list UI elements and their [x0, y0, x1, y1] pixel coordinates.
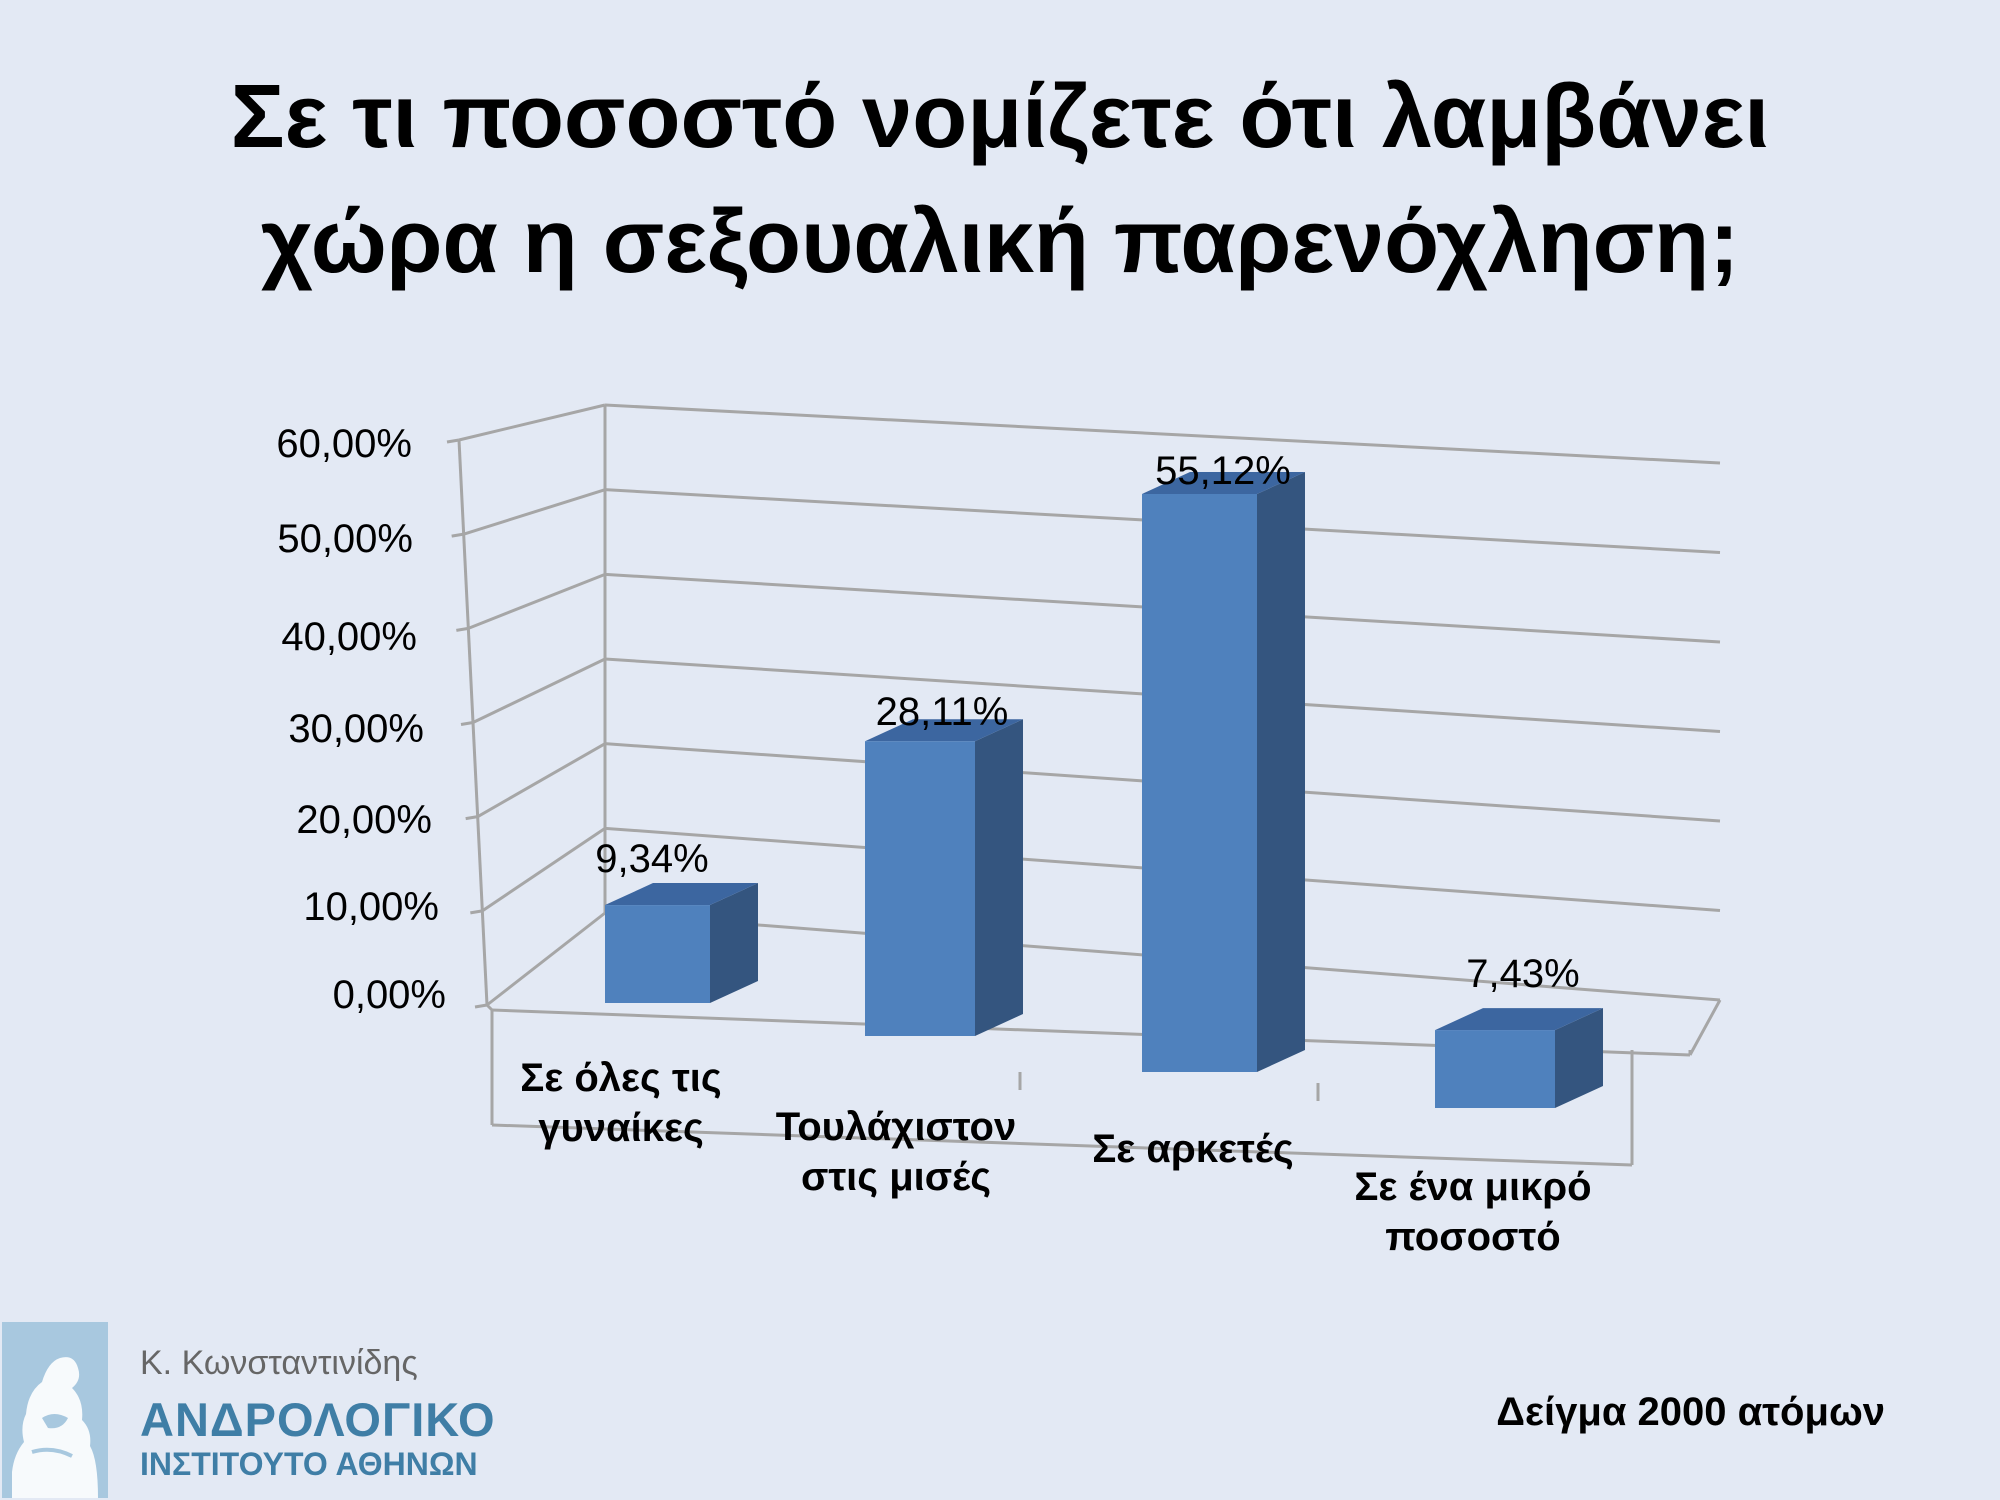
data-label-0: 9,34% [595, 837, 708, 881]
back-gridline-6 [604, 403, 1721, 465]
y-tick-label-0: 0,00% [333, 973, 446, 1017]
y-tick-mark-3 [460, 721, 474, 726]
sample-size-note: Δείγμα 2000 ατόμων [1496, 1390, 1885, 1434]
bar-top-2 [1142, 472, 1305, 494]
category-label-0-0: Σε όλες τις [520, 1056, 721, 1100]
y-tick-mark-0 [474, 1003, 488, 1009]
title-line-1: Σε τι ποσοστό νομίζετε ότι λαμβάνει [230, 67, 1770, 167]
y-axis-line [457, 439, 489, 1006]
floor-bottom-edge [491, 1123, 1633, 1167]
bar-3 [1435, 1030, 1555, 1108]
y-tick-label-5: 50,00% [277, 517, 413, 561]
bar-1 [865, 741, 975, 1036]
side-gridline-4 [467, 572, 606, 630]
side-gridline-6 [458, 403, 606, 442]
bar-side-1 [975, 719, 1023, 1036]
y-tick-mark-5 [451, 532, 464, 538]
category-label-2-0: Σε αρκετές [1092, 1127, 1293, 1171]
side-gridline-0 [486, 911, 606, 1007]
logo-institute-line-1: ΑΝΔΡΟΛΟΓΙΚΟ [140, 1393, 496, 1446]
floor-right-side [1688, 999, 1722, 1056]
data-label-1: 28,11% [876, 690, 1009, 734]
bar-side-3 [1555, 1008, 1603, 1108]
floor-left-corner [485, 1003, 494, 1012]
category-label-0-1: γυναίκες [538, 1106, 704, 1150]
bar-top-1 [865, 719, 1023, 742]
logo-author: Κ. Κωνσταντινίδης [140, 1344, 418, 1382]
bar-side-0 [710, 883, 758, 1003]
data-label-2: 55,12% [1155, 449, 1291, 493]
y-tick-mark-2 [465, 815, 478, 821]
side-gridline-3 [472, 657, 606, 724]
bar-side-2 [1257, 472, 1305, 1072]
data-label-3: 7,43% [1466, 952, 1579, 996]
side-gridline-1 [481, 827, 606, 913]
category-label-1-0: Τουλάχιστον [776, 1105, 1016, 1149]
y-tick-label-3: 30,00% [288, 707, 424, 751]
slide-title: Σε τι ποσοστό νομίζετε ότι λαμβάνει χώρα… [100, 55, 1900, 305]
category-label-1-1: στις μισές [801, 1155, 991, 1199]
bar-2 [1142, 494, 1257, 1072]
y-tick-mark-4 [456, 626, 469, 632]
y-tick-label-1: 10,00% [303, 885, 439, 929]
category-label-3-0: Σε ένα μικρό [1354, 1165, 1591, 1209]
y-tick-label-4: 40,00% [281, 615, 417, 659]
bar-0 [605, 905, 710, 1003]
side-gridline-2 [476, 742, 606, 818]
bar-top-3 [1435, 1008, 1603, 1031]
institute-logo: Κ. Κωνσταντινίδης ΑΝΔΡΟΛΟΓΙΚΟ ΙΝΣΤΙΤΟΥΤΟ… [2, 1322, 562, 1498]
side-gridline-5 [463, 488, 606, 536]
y-tick-mark-1 [470, 909, 483, 915]
y-tick-label-6: 60,00% [276, 422, 412, 466]
category-label-3-1: ποσοστό [1385, 1215, 1560, 1259]
bar-top-0 [605, 883, 758, 906]
title-line-2: χώρα η σεξουαλική παρενόχληση; [260, 192, 1740, 292]
thinker-statue-icon [2, 1322, 108, 1498]
y-tick-mark-6 [446, 438, 460, 444]
logo-institute-line-2: ΙΝΣΤΙΤΟΥΤΟ ΑΘΗΝΩΝ [140, 1446, 478, 1482]
y-tick-label-2: 20,00% [296, 798, 432, 842]
